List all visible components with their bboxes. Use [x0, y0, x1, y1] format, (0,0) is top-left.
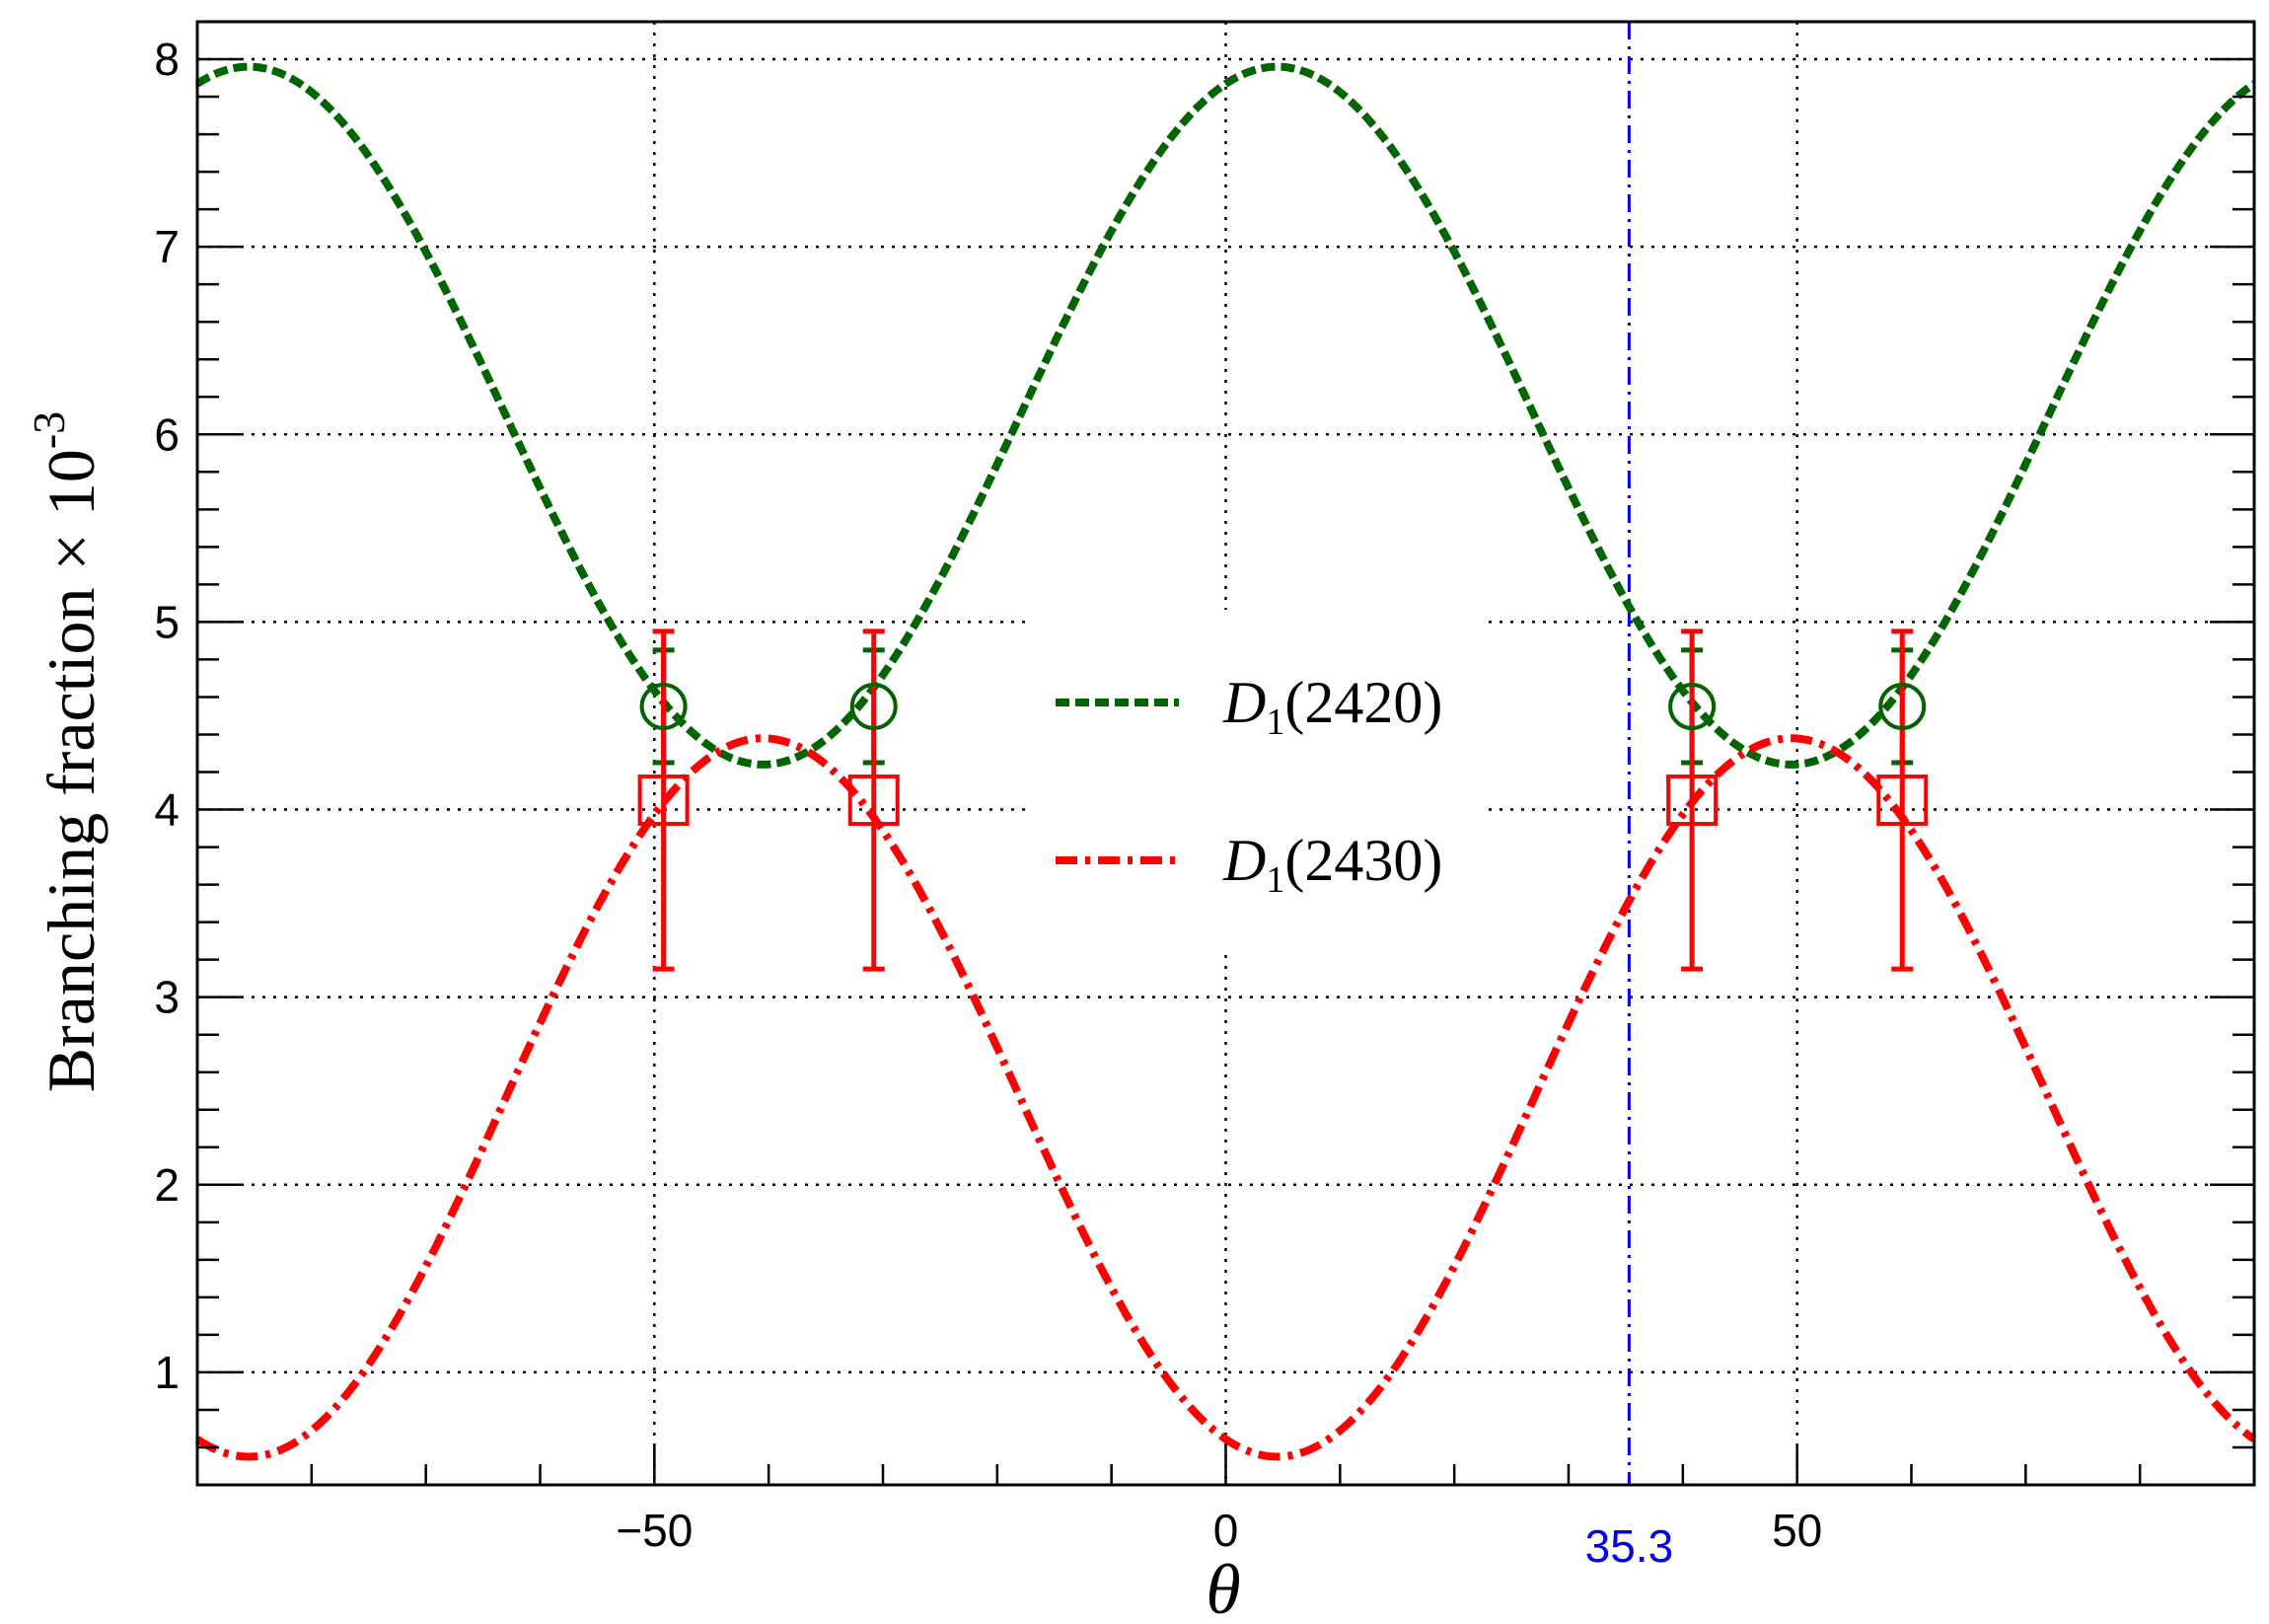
y-tick-label: 1	[154, 1347, 180, 1398]
circle-marker	[639, 682, 688, 730]
square-marker	[637, 775, 690, 827]
data-markers	[637, 682, 1929, 827]
legend-label-1: D1(2420)	[1222, 670, 1442, 743]
curve-series-2	[194, 734, 2257, 1461]
curve-series-1	[194, 62, 2257, 769]
circle-marker	[1878, 682, 1927, 730]
x-tick-label: −50	[616, 1505, 693, 1556]
y-tick-label: 6	[154, 408, 180, 460]
x-tick-label: 0	[1213, 1505, 1239, 1556]
y-tick-label: 2	[154, 1159, 180, 1211]
legend: D1(2420) D1(2430)	[1056, 670, 1442, 901]
y-tick-label: 8	[154, 34, 180, 85]
error-bars	[652, 628, 1914, 972]
legend-label-2: D1(2430)	[1222, 828, 1442, 901]
vertical-reference-line: 35.3	[1585, 22, 1674, 1572]
series-curves	[194, 62, 2257, 1461]
x-tick-labels: −50 0 50	[616, 1505, 1822, 1556]
circle-marker	[1668, 682, 1717, 730]
x-axis-title: θ	[1206, 1550, 1240, 1624]
axis-ticks	[197, 57, 2256, 1485]
square-marker	[847, 775, 900, 827]
y-tick-label: 5	[154, 596, 180, 647]
vertical-line-label: 35.3	[1585, 1520, 1674, 1572]
y-axis-title-main: Branching fraction × 10	[34, 449, 109, 1092]
y-tick-label: 4	[154, 784, 180, 836]
legend-box	[1031, 610, 1485, 950]
x-tick-label: 50	[1772, 1505, 1822, 1556]
circle-marker	[849, 682, 898, 730]
square-marker	[1666, 775, 1719, 827]
y-axis-title-exponent: -3	[24, 411, 74, 449]
y-axis-title: Branching fraction × 10-3	[24, 411, 109, 1092]
square-marker	[1876, 775, 1929, 827]
y-tick-label: 3	[154, 972, 180, 1023]
y-tick-labels: 1 2 3 4 5 6 7 8	[154, 34, 180, 1398]
y-tick-label: 7	[154, 221, 180, 272]
